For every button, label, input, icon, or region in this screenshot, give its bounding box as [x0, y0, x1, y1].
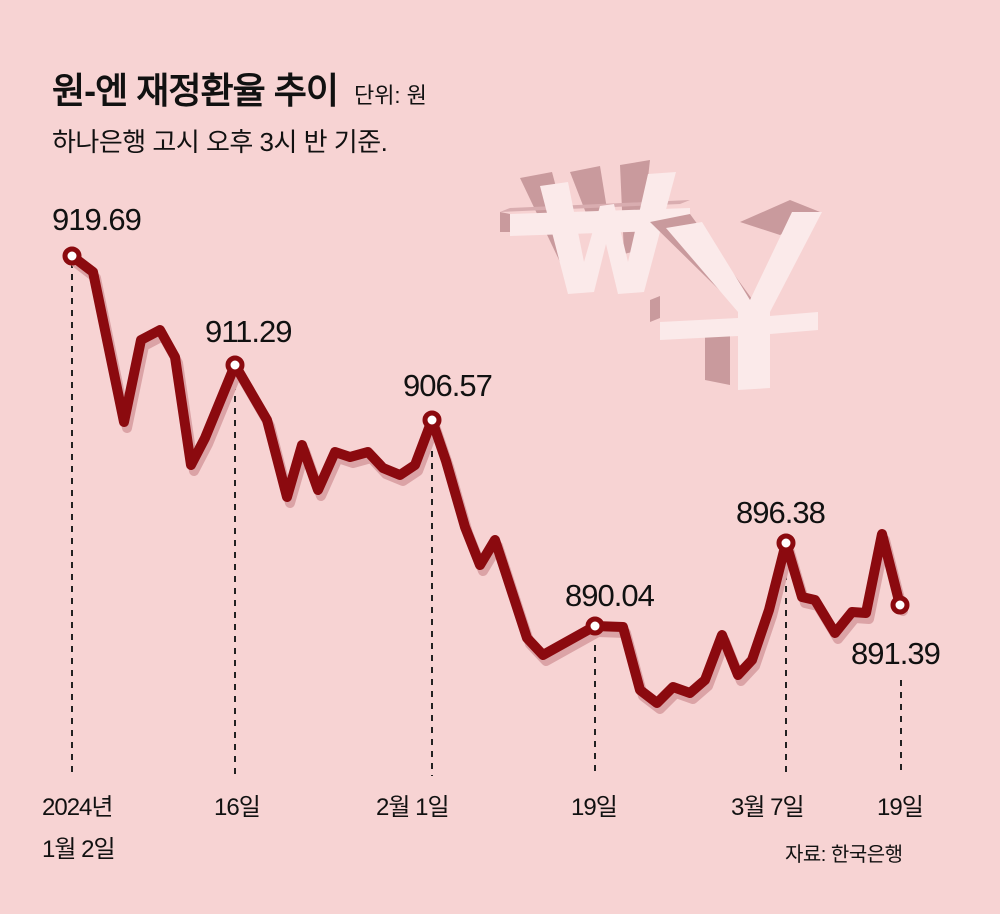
source-note: 자료: 한국은행: [785, 844, 903, 866]
won-sign-3d-icon: [500, 160, 690, 294]
data-marker: [776, 533, 796, 553]
x-tick-label: 3월 7일: [731, 794, 804, 821]
data-marker: [890, 595, 910, 615]
yen-sign-3d-icon: [650, 200, 822, 390]
data-marker: [225, 355, 245, 375]
markers: [62, 246, 910, 636]
value-label: 890.04: [565, 578, 655, 613]
guide-lines: [71, 262, 902, 776]
unit-label: 단위: 원: [353, 83, 427, 108]
x-tick-label: 16일: [214, 794, 260, 821]
value-label: 896.38: [736, 495, 825, 530]
data-marker: [422, 410, 442, 430]
series-line: [67, 251, 905, 708]
x-tick-label: 1월 2일: [42, 836, 115, 863]
value-label: 911.29: [205, 314, 292, 349]
x-tick-label: 19일: [571, 794, 617, 821]
data-marker: [585, 616, 605, 636]
x-tick-label: 2024년: [42, 794, 112, 821]
value-label: 906.57: [403, 368, 492, 403]
chart-header: 원-엔 재정환율 추이 단위: 원: [52, 62, 427, 114]
chart-title: 원-엔 재정환율 추이: [52, 70, 339, 111]
value-label: 919.69: [52, 202, 141, 237]
x-tick-label: 19일: [877, 794, 923, 821]
data-marker: [62, 246, 82, 266]
chart-subtitle: 하나은행 고시 오후 3시 반 기준.: [52, 127, 388, 157]
value-label: 891.39: [851, 636, 940, 671]
x-tick-label: 2월 1일: [376, 794, 449, 821]
